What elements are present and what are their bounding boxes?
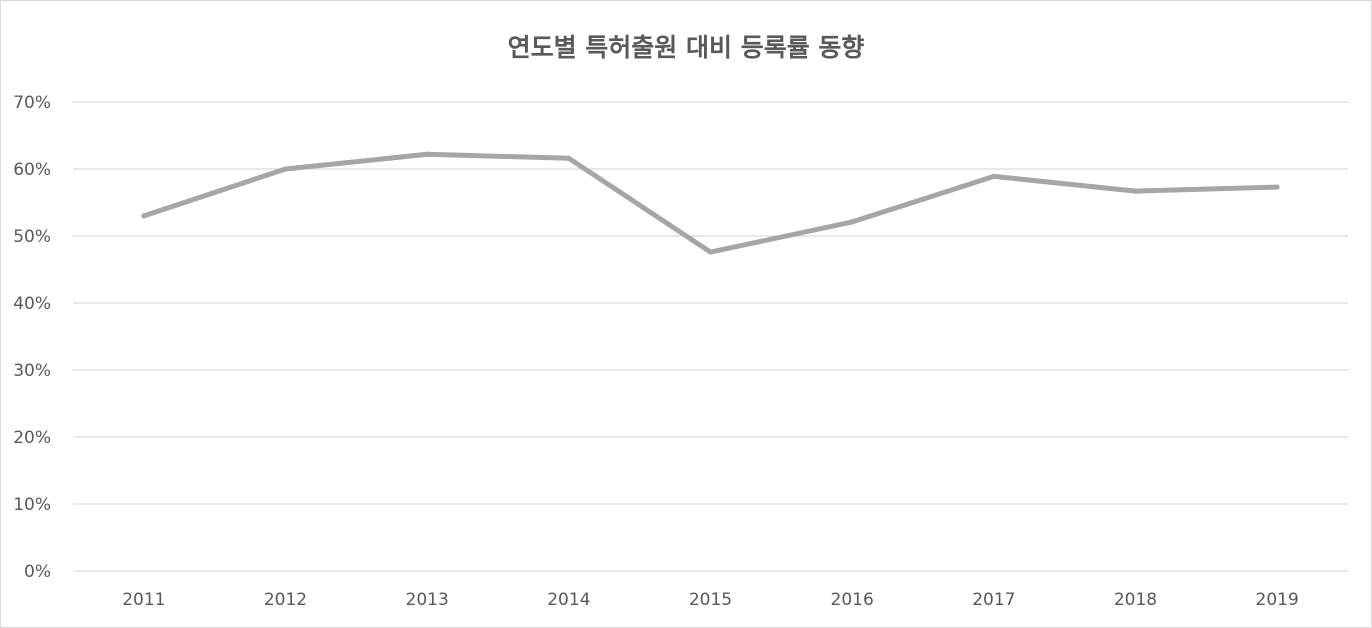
data-point [424,151,430,157]
y-tick-label: 20% [13,428,51,448]
x-tick-label: 2016 [831,590,874,610]
x-tick-label: 2017 [972,590,1015,610]
data-point [1274,184,1280,190]
x-tick-label: 2011 [122,590,165,610]
data-point [141,213,147,219]
x-tick-label: 2019 [1256,590,1299,610]
data-point [708,249,713,255]
y-tick-label: 70% [13,93,51,113]
x-tick-label: 2018 [1114,590,1157,610]
chart-title: 연도별 특허출원 대비 등록률 동향 [507,33,865,62]
data-point [1133,188,1138,194]
data-point [991,173,997,179]
x-tick-label: 2014 [547,590,590,610]
data-point [566,155,572,161]
y-tick-label: 40% [13,294,51,314]
y-tick-label: 10% [13,495,51,515]
y-tick-label: 50% [13,227,51,247]
y-tick-label: 60% [13,160,51,180]
x-tick-label: 2015 [689,590,732,610]
x-tick-label: 2013 [406,590,449,610]
y-tick-label: 30% [13,361,51,381]
y-tick-label: 0% [24,562,51,582]
data-point [283,166,288,172]
x-tick-label: 2012 [264,590,307,610]
data-point [849,219,855,225]
